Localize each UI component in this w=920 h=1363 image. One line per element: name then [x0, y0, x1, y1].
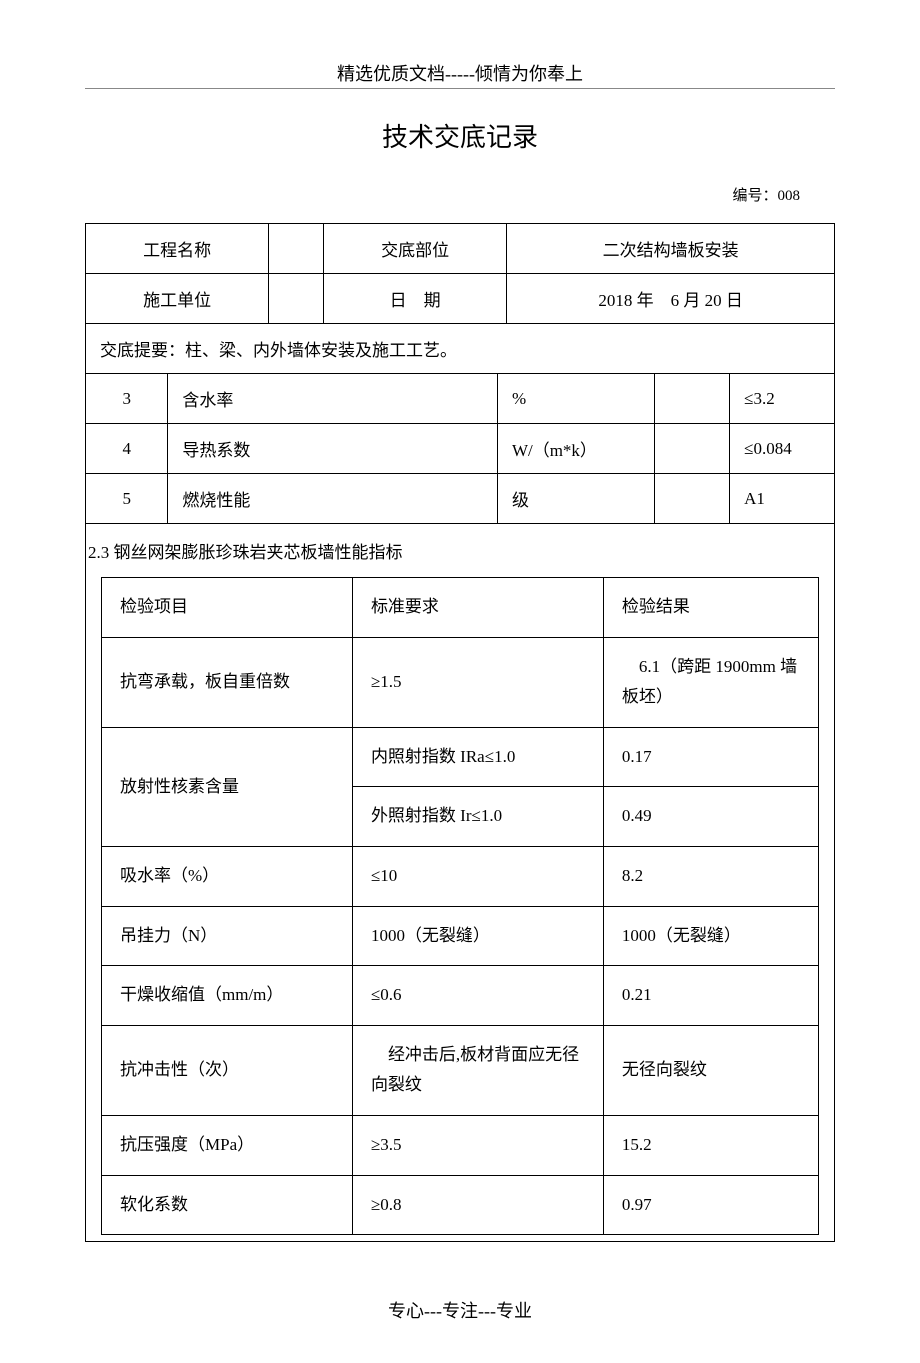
perf-item: 放射性核素含量 — [102, 727, 353, 846]
spec-unit: 级 — [497, 474, 654, 524]
construction-unit-label: 施工单位 — [86, 274, 269, 324]
perf-item: 抗压强度（MPa） — [102, 1115, 353, 1175]
perf-row: 抗压强度（MPa） ≥3.5 15.2 — [102, 1115, 819, 1175]
perf-result: 0.21 — [603, 966, 818, 1026]
spec-row: 3 含水率 % ≤3.2 — [86, 374, 835, 424]
spec-table: 3 含水率 % ≤3.2 4 导热系数 W/（m*k） ≤0.084 5 燃烧性… — [85, 374, 835, 524]
spec-unit: W/（m*k） — [497, 424, 654, 474]
perf-item: 抗冲击性（次） — [102, 1025, 353, 1115]
perf-row: 吸水率（%） ≤10 8.2 — [102, 846, 819, 906]
date-value: 2018 年 6 月 20 日 — [507, 274, 835, 324]
perf-standard: 外照射指数 Ir≤1.0 — [352, 787, 603, 847]
document-title: 技术交底记录 — [85, 117, 835, 154]
perf-standard: ≤0.6 — [352, 966, 603, 1026]
performance-table: 检验项目 标准要求 检验结果 抗弯承载，板自重倍数 ≥1.5 6.1（跨距 19… — [101, 577, 819, 1235]
perf-row: 放射性核素含量 内照射指数 IRa≤1.0 0.17 — [102, 727, 819, 787]
construction-unit-value — [269, 274, 324, 324]
perf-standard: 1000（无裂缝） — [352, 906, 603, 966]
perf-standard: 内照射指数 IRa≤1.0 — [352, 727, 603, 787]
perf-result: 1000（无裂缝） — [603, 906, 818, 966]
header-divider — [85, 88, 835, 89]
perf-row: 干燥收缩值（mm/m） ≤0.6 0.21 — [102, 966, 819, 1026]
spec-row: 4 导热系数 W/（m*k） ≤0.084 — [86, 424, 835, 474]
section-heading: 2.3 钢丝网架膨胀珍珠岩夹芯板墙性能指标 — [86, 524, 834, 577]
perf-row: 吊挂力（N） 1000（无裂缝） 1000（无裂缝） — [102, 906, 819, 966]
spec-item: 燃烧性能 — [168, 474, 498, 524]
date-label: 日 期 — [324, 274, 507, 324]
spec-item: 含水率 — [168, 374, 498, 424]
document-number: 编号：008 — [85, 184, 835, 205]
perf-standard: ≥0.8 — [352, 1175, 603, 1235]
spec-blank — [655, 374, 730, 424]
summary-text: 柱、梁、内外墙体安装及施工工艺。 — [185, 341, 457, 360]
spec-item: 导热系数 — [168, 424, 498, 474]
spec-value: ≤0.084 — [730, 424, 835, 474]
spec-unit: % — [497, 374, 654, 424]
spec-row: 5 燃烧性能 级 A1 — [86, 474, 835, 524]
perf-item: 软化系数 — [102, 1175, 353, 1235]
spec-no: 5 — [86, 474, 168, 524]
perf-item: 吸水率（%） — [102, 846, 353, 906]
perf-row: 软化系数 ≥0.8 0.97 — [102, 1175, 819, 1235]
spec-value: A1 — [730, 474, 835, 524]
perf-standard: ≥3.5 — [352, 1115, 603, 1175]
project-name-value — [269, 224, 324, 274]
perf-result: 0.97 — [603, 1175, 818, 1235]
footer-tagline: 专心---专注---专业 — [85, 1297, 835, 1323]
summary-row: 交底提要：柱、梁、内外墙体安装及施工工艺。 — [86, 324, 835, 374]
perf-standard: 经冲击后,板材背面应无径向裂纹 — [352, 1025, 603, 1115]
perf-item: 抗弯承载，板自重倍数 — [102, 637, 353, 727]
spec-blank — [655, 474, 730, 524]
perf-result: 无径向裂纹 — [603, 1025, 818, 1115]
info-row-project: 工程名称 交底部位 二次结构墙板安装 — [86, 224, 835, 274]
perf-result: 8.2 — [603, 846, 818, 906]
doc-number-value: 008 — [778, 188, 801, 204]
spec-blank — [655, 424, 730, 474]
perf-row: 抗弯承载，板自重倍数 ≥1.5 6.1（跨距 1900mm 墙板坯） — [102, 637, 819, 727]
perf-result: 0.49 — [603, 787, 818, 847]
spec-no: 3 — [86, 374, 168, 424]
disclosure-part-label: 交底部位 — [324, 224, 507, 274]
spec-value: ≤3.2 — [730, 374, 835, 424]
doc-number-label: 编号： — [732, 188, 777, 204]
perf-standard: ≤10 — [352, 846, 603, 906]
info-table: 工程名称 交底部位 二次结构墙板安装 施工单位 日 期 2018 年 6 月 2… — [85, 223, 835, 374]
perf-item: 干燥收缩值（mm/m） — [102, 966, 353, 1026]
summary-label: 交底提要： — [100, 341, 185, 360]
perf-header-result: 检验结果 — [603, 578, 818, 638]
perf-standard: ≥1.5 — [352, 637, 603, 727]
project-name-label: 工程名称 — [86, 224, 269, 274]
spec-no: 4 — [86, 424, 168, 474]
perf-header-row: 检验项目 标准要求 检验结果 — [102, 578, 819, 638]
perf-result: 6.1（跨距 1900mm 墙板坯） — [603, 637, 818, 727]
perf-item: 吊挂力（N） — [102, 906, 353, 966]
perf-result: 15.2 — [603, 1115, 818, 1175]
header-tagline: 精选优质文档-----倾情为你奉上 — [85, 60, 835, 86]
perf-result: 0.17 — [603, 727, 818, 787]
perf-header-standard: 标准要求 — [352, 578, 603, 638]
perf-row: 抗冲击性（次） 经冲击后,板材背面应无径向裂纹 无径向裂纹 — [102, 1025, 819, 1115]
perf-header-item: 检验项目 — [102, 578, 353, 638]
info-row-unit: 施工单位 日 期 2018 年 6 月 20 日 — [86, 274, 835, 324]
disclosure-part-value: 二次结构墙板安装 — [507, 224, 835, 274]
